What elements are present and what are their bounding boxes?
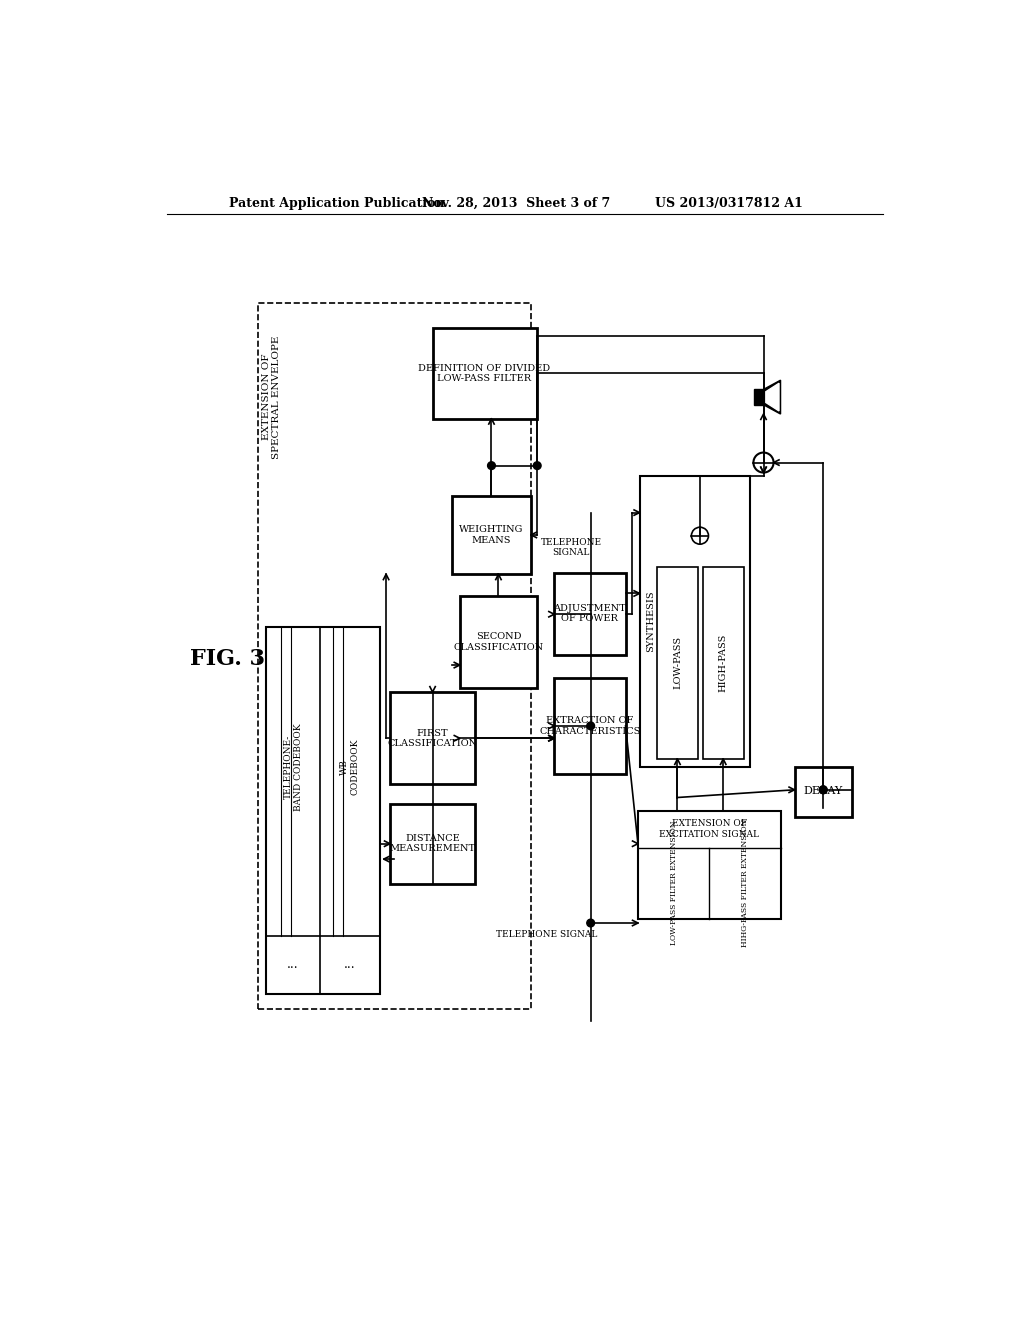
Text: ADJUSTMENT
OF POWER: ADJUSTMENT OF POWER [553, 603, 627, 623]
Text: TELEPHONE-
BAND CODEBOOK: TELEPHONE- BAND CODEBOOK [284, 723, 303, 810]
Circle shape [534, 462, 541, 470]
Text: DEFINITION OF DIVIDED
LOW-PASS FILTER: DEFINITION OF DIVIDED LOW-PASS FILTER [419, 363, 551, 383]
Circle shape [819, 785, 827, 793]
Text: EXTENSION OF
EXCITATION SIGNAL: EXTENSION OF EXCITATION SIGNAL [659, 820, 759, 838]
Text: FIRST
CLASSIFICATION: FIRST CLASSIFICATION [387, 729, 477, 748]
Bar [638, 812, 780, 919]
Text: DELAY: DELAY [804, 787, 843, 796]
Bar [258, 304, 531, 1010]
Bar [640, 477, 750, 767]
Text: SYNTHESIS: SYNTHESIS [646, 590, 655, 652]
Text: LOW-PASS FILTER EXTENSION: LOW-PASS FILTER EXTENSION [670, 821, 678, 945]
Bar [266, 627, 380, 994]
Text: HIHG-PASS FILTER EXTENSION: HIHG-PASS FILTER EXTENSION [741, 818, 749, 948]
Text: Nov. 28, 2013  Sheet 3 of 7: Nov. 28, 2013 Sheet 3 of 7 [423, 197, 610, 210]
Text: DISTANCE
MEASUREMENT: DISTANCE MEASUREMENT [389, 834, 475, 854]
Text: EXTRACTION OF
CHARACTERISTICS: EXTRACTION OF CHARACTERISTICS [540, 717, 641, 735]
Polygon shape [755, 389, 764, 405]
Circle shape [587, 722, 595, 730]
Text: HIGH-PASS: HIGH-PASS [719, 634, 728, 692]
Text: TELEPHONE SIGNAL: TELEPHONE SIGNAL [496, 931, 597, 939]
Text: TELEPHONE
SIGNAL: TELEPHONE SIGNAL [541, 537, 602, 557]
Bar [432, 327, 538, 418]
Polygon shape [766, 383, 779, 411]
Text: WB
CODEBOOK: WB CODEBOOK [340, 738, 359, 795]
Text: ...: ... [344, 958, 355, 972]
Bar [795, 767, 852, 817]
Circle shape [819, 785, 827, 793]
Text: US 2013/0317812 A1: US 2013/0317812 A1 [655, 197, 803, 210]
Bar [703, 566, 744, 759]
Bar [452, 496, 531, 574]
Text: Patent Application Publication: Patent Application Publication [228, 197, 444, 210]
Text: WEIGHTING
MEANS: WEIGHTING MEANS [460, 525, 523, 545]
Circle shape [587, 919, 595, 927]
Bar [390, 692, 475, 784]
Bar [460, 595, 538, 688]
Circle shape [487, 462, 496, 470]
Polygon shape [764, 380, 780, 414]
Text: ...: ... [288, 958, 299, 972]
Bar [554, 678, 626, 775]
Text: FIG. 3: FIG. 3 [190, 648, 265, 671]
Text: EXTENSION OF
SPECTRAL ENVELOPE: EXTENSION OF SPECTRAL ENVELOPE [262, 335, 281, 459]
Bar [554, 573, 626, 655]
Text: SECOND
CLASSIFICATION: SECOND CLASSIFICATION [454, 632, 544, 652]
Bar [657, 566, 697, 759]
Text: LOW-PASS: LOW-PASS [673, 636, 682, 689]
Bar [390, 804, 475, 884]
